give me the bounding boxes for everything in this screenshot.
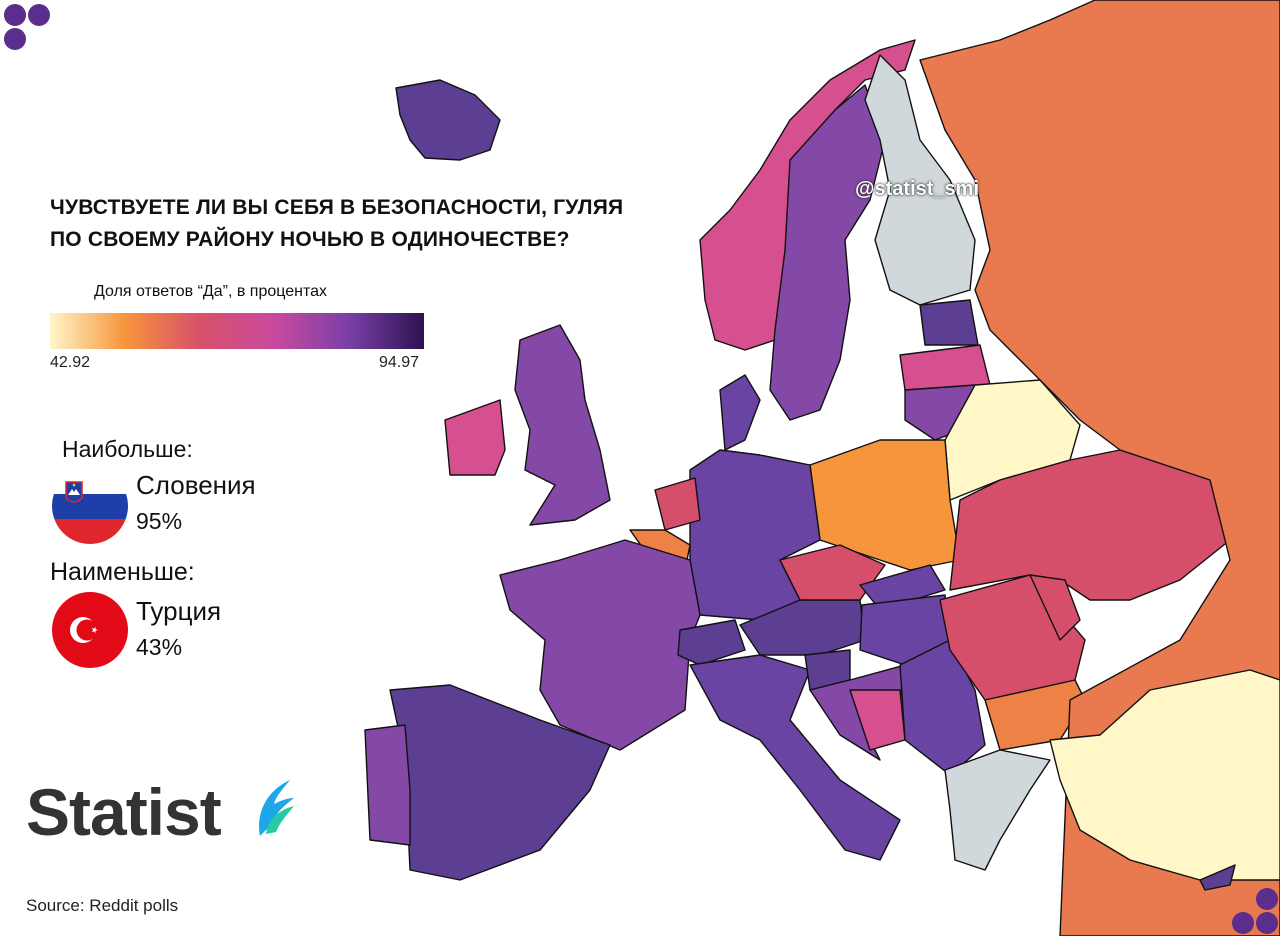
region-moldova [1029, 574, 1081, 641]
decor-dot [28, 4, 50, 26]
region-iceland [395, 79, 501, 161]
title-line-1: ЧУВСТВУЕТЕ ЛИ ВЫ СЕБЯ В БЕЗОПАСНОСТИ, ГУ… [50, 196, 624, 219]
turkey-flag-icon [52, 592, 128, 668]
region-latvia [899, 344, 991, 391]
region-france [499, 539, 701, 751]
decor-dot [1256, 912, 1278, 934]
most-heading: Наибольше: [62, 436, 193, 462]
region-united-kingdom [514, 324, 611, 526]
legend-min: 42.92 [50, 354, 91, 371]
region-ireland [444, 399, 506, 476]
region-slovakia [859, 564, 946, 611]
region-denmark [719, 374, 761, 451]
least-country: Турция [136, 596, 222, 626]
most-value: 95% [136, 508, 183, 534]
least-value: 43% [136, 634, 183, 660]
decor-dot [1256, 888, 1278, 910]
region-switzerland [677, 619, 746, 666]
region-belarus [944, 379, 1081, 501]
region-cyprus [1199, 864, 1236, 891]
legend-gradient [50, 313, 424, 349]
least-heading: Наименьше: [50, 558, 195, 586]
legend-label: Доля ответов “Да”, в процентах [94, 283, 328, 300]
decor-dot [1232, 912, 1254, 934]
region-netherlands [654, 477, 701, 531]
region-turkey [1049, 669, 1280, 881]
title-line-2: ПО СВОЕМУ РАЙОНУ НОЧЬЮ В ОДИНОЧЕСТВЕ? [50, 228, 570, 251]
decor-dot [4, 28, 26, 50]
region-estonia [919, 299, 979, 346]
region-italy [689, 654, 901, 861]
region-norway [699, 39, 916, 351]
brand-mark-icon [259, 780, 294, 836]
decor-dot [4, 4, 26, 26]
source-note: Source: Reddit polls [26, 896, 179, 915]
watermark: @statist_smi [855, 178, 979, 200]
slovenia-flag-icon [52, 468, 128, 544]
legend-max: 94.97 [379, 354, 420, 371]
region-portugal [364, 724, 411, 846]
map-title: ЧУВСТВУЕТЕ ЛИ ВЫ СЕБЯ В БЕЗОПАСНОСТИ, ГУ… [50, 192, 710, 256]
brand-name: Statist [26, 775, 222, 849]
most-country: Словения [136, 470, 256, 500]
brand-logo: Statist [26, 774, 222, 850]
region-greece [944, 749, 1051, 871]
